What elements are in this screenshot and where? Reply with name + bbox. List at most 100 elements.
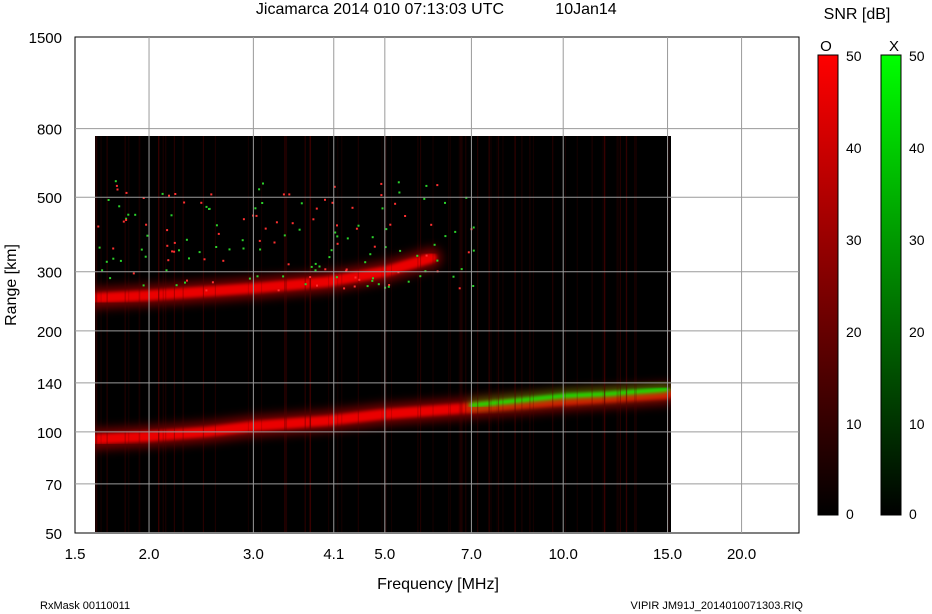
echo-speckle [125, 191, 128, 194]
echo-speckle [161, 192, 164, 195]
echo-speckle [127, 213, 130, 216]
echo-speckle [107, 199, 110, 201]
colorbar-x-tick: 0 [909, 506, 917, 522]
echo-speckle [436, 259, 439, 262]
echo-speckle [170, 214, 173, 217]
colorbar-o-tick: 0 [846, 506, 854, 522]
x-tick-label: 3.0 [243, 546, 264, 563]
colorbar-x-tick: 20 [909, 324, 925, 340]
echo-speckle [171, 250, 174, 253]
echo-speckle [300, 202, 303, 205]
echo-speckle [324, 198, 326, 201]
colorbar-title: SNR [dB] [824, 6, 891, 23]
echo-speckle [472, 285, 475, 287]
y-tick-label: 200 [37, 324, 62, 341]
echo-speckle [345, 269, 348, 272]
y-tick-label: 1500 [29, 30, 62, 47]
echo-speckle [145, 223, 148, 226]
echo-speckle [125, 219, 128, 221]
echo-speckle [116, 188, 119, 191]
echo-speckle [198, 251, 201, 254]
echo-speckle [291, 222, 294, 225]
echo-speckle [366, 285, 369, 288]
echo-speckle [315, 207, 318, 210]
echo-speckle [105, 260, 108, 263]
data-background [95, 136, 671, 532]
echo-speckle [364, 261, 367, 264]
echo-speckle [377, 283, 380, 286]
echo-speckle [399, 249, 402, 252]
echo-speckle [228, 248, 231, 251]
echo-speckle [387, 285, 390, 288]
colorbar-o-tick: 20 [846, 324, 862, 340]
echo-speckle [397, 181, 400, 184]
x-axis-ticks: 1.5 2.0 3.0 4.1 5.0 7.0 10.0 15.0 20.0 [65, 546, 757, 563]
echo-speckle [298, 228, 301, 231]
echo-speckle [146, 234, 149, 237]
echo-speckle [217, 232, 220, 235]
echo-speckle [166, 229, 169, 232]
echo-speckle [215, 246, 218, 248]
echo-speckle [346, 237, 349, 240]
echo-speckle [122, 220, 125, 223]
echo-speckle [288, 193, 291, 196]
chart-title: Jicamarca 2014 010 07:13:03 UTC [256, 1, 504, 18]
echo-speckle [211, 281, 214, 284]
echo-speckle [261, 202, 264, 204]
footer-rxmask: RxMask 00110011 [40, 600, 130, 612]
echo-speckle [259, 248, 262, 251]
echo-speckle [258, 239, 261, 242]
x-tick-label: 5.0 [374, 546, 395, 563]
colorbar-x-label: X [889, 38, 899, 55]
x-tick-label: 7.0 [461, 546, 482, 563]
echo-speckle [215, 224, 218, 227]
echo-speckle [114, 180, 117, 183]
x-axis-label: Frequency [MHz] [377, 576, 499, 593]
echo-speckle [167, 259, 170, 262]
echo-speckle [389, 223, 392, 226]
echo-speckle [144, 255, 147, 258]
x-tick-label: 4.1 [323, 546, 344, 563]
x-tick-label: 20.0 [727, 546, 756, 563]
echo-speckle [183, 201, 186, 204]
echo-speckle [277, 289, 280, 292]
colorbar-x-tick: 30 [909, 232, 925, 248]
echo-speckle [335, 276, 338, 279]
echo-speckle [258, 188, 261, 191]
echo-speckle [371, 279, 374, 282]
x-tick-label: 10.0 [549, 546, 578, 563]
y-tick-label: 70 [45, 477, 62, 494]
echo-speckle [433, 243, 436, 246]
echo-speckle [472, 226, 475, 229]
echo-speckle [380, 182, 383, 185]
echo-speckle [174, 193, 177, 195]
echo-speckle [460, 268, 463, 271]
echo-speckle [255, 214, 258, 217]
echo-speckle [282, 275, 285, 278]
echo-speckle [112, 247, 115, 250]
echo-speckle [132, 272, 135, 275]
colorbar-x [880, 54, 902, 516]
echo-speckle [140, 248, 143, 251]
echo-speckle [371, 236, 374, 239]
echo-speckle [373, 245, 376, 248]
echo-speckle [472, 249, 475, 252]
echo-speckle [318, 265, 321, 268]
echo-speckle [142, 284, 145, 287]
echo-speckle [394, 202, 397, 205]
echo-speckle [203, 258, 206, 261]
echo-speckle [336, 224, 338, 227]
echo-speckle [328, 256, 331, 259]
echo-speckle [242, 247, 245, 250]
echo-speckle [118, 205, 121, 208]
echo-speckle [330, 249, 333, 252]
echo-speckle [208, 208, 210, 210]
echo-speckle [316, 284, 318, 287]
echo-speckle [186, 279, 188, 282]
echo-speckle [358, 278, 361, 281]
colorbar-x-tick: 50 [909, 48, 925, 64]
echo-speckle [425, 184, 428, 187]
x-tick-label: 1.5 [65, 546, 86, 563]
echo-speckle [287, 263, 290, 266]
